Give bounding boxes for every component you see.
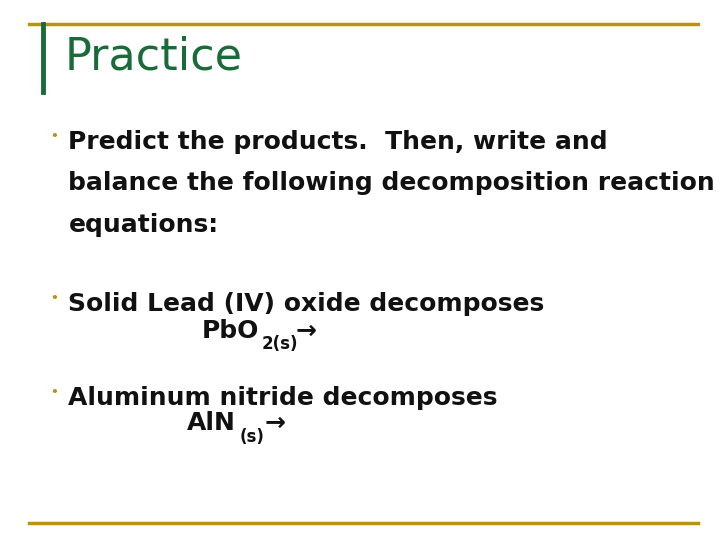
Text: 2(s): 2(s) (261, 335, 298, 353)
Text: →: → (295, 319, 316, 342)
Text: PbO: PbO (202, 319, 259, 342)
Text: Aluminum nitride decomposes: Aluminum nitride decomposes (68, 386, 498, 409)
Text: •: • (50, 386, 58, 399)
Text: •: • (50, 292, 58, 305)
Text: Predict the products.  Then, write and: Predict the products. Then, write and (68, 130, 608, 153)
Text: (s): (s) (240, 428, 265, 445)
Text: AlN: AlN (187, 411, 236, 435)
Text: •: • (50, 130, 58, 143)
Text: →: → (265, 411, 286, 435)
Text: balance the following decomposition reaction: balance the following decomposition reac… (68, 171, 715, 195)
Text: Solid Lead (IV) oxide decomposes: Solid Lead (IV) oxide decomposes (68, 292, 544, 315)
Text: Practice: Practice (65, 35, 243, 78)
Text: equations:: equations: (68, 213, 219, 237)
